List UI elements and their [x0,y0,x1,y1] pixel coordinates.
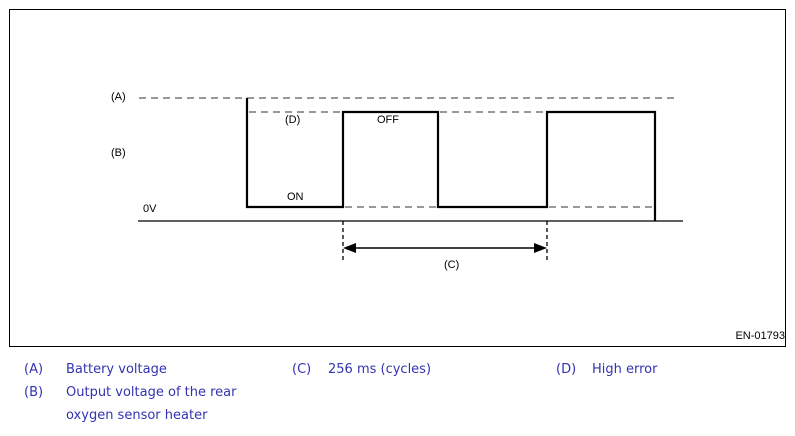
high-error-gap-label: (D) [285,114,301,126]
zero-volts-label: 0V [143,203,157,215]
legend-text-output-voltage-line1: Output voltage of the rear [66,385,237,400]
on-state-label: ON [287,191,304,203]
off-state-label: OFF [377,114,399,126]
legend-text-high-error: High error [592,362,658,377]
legend-key-c: (C) [292,362,312,377]
battery-voltage-level-label: (A) [111,91,126,103]
figure-id: EN-01793 [735,330,785,342]
legend-text-output-voltage-line2: oxygen sensor heater [66,408,208,423]
off-level-dashed-segment-1 [249,111,342,113]
off-level-dashed-segment-2 [440,111,545,113]
on-level-dashed-segment-1 [345,206,437,208]
output-signal-label: (B) [111,147,126,159]
on-level-dashed-segment-2 [549,206,654,208]
legend-key-b: (B) [24,385,44,400]
battery-voltage-dashed-line [139,97,677,99]
legend-text-cycle-time: 256 ms (cycles) [328,362,432,377]
legend-text-battery-voltage: Battery voltage [66,362,167,377]
legend-key-a: (A) [24,362,44,377]
legend-key-d: (D) [556,362,577,377]
diagram-frame [9,9,786,347]
cycle-span-label: (C) [444,259,460,271]
